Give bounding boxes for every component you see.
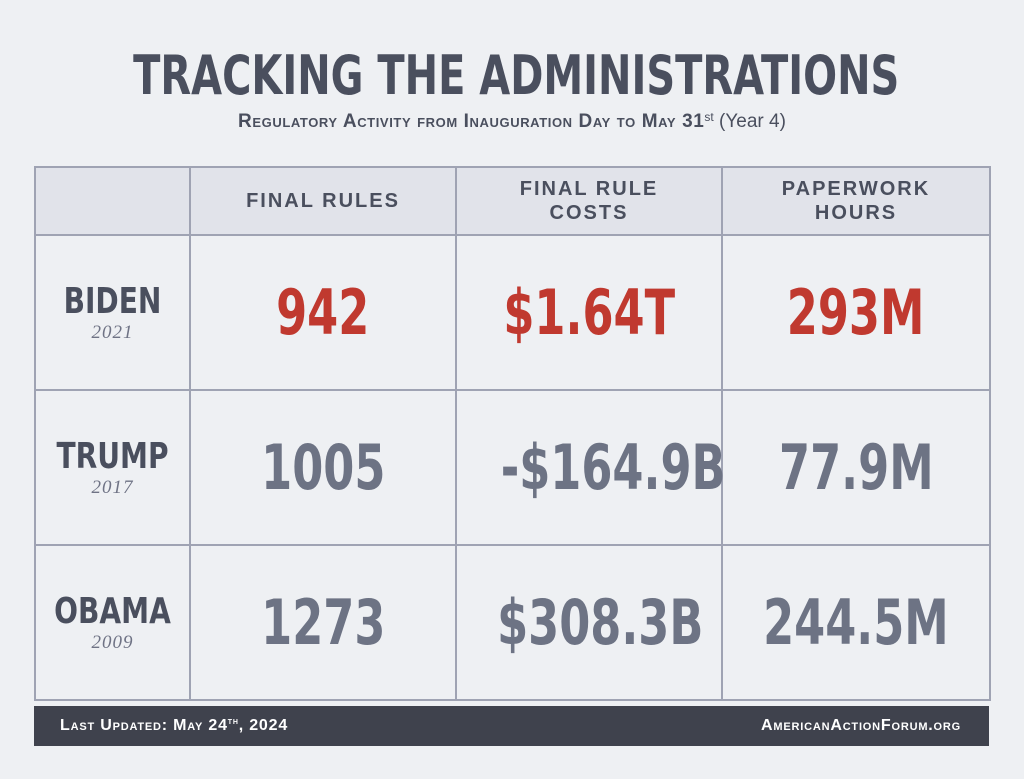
footer-bar: Last Updated: May 24th, 2024 AmericanAct… [34, 706, 989, 746]
value-label: 1273 [260, 585, 386, 659]
value-label: 244.5M [763, 585, 949, 659]
column-header-line: HOURS [814, 202, 898, 224]
administration-year: 2017 [91, 476, 134, 498]
table-row-obama: OBAMA 2009 1273 $308.3B 244.5M [34, 544, 991, 701]
value-cell-paperwork-hours: 293M [721, 234, 991, 391]
subtitle: Regulatory Activity from Inauguration Da… [0, 110, 1024, 134]
administration-year: 2009 [91, 631, 134, 653]
header-corner-cell [34, 166, 191, 236]
value-cell-final-rules: 942 [189, 234, 457, 391]
last-updated-prefix: Last Updated: May 24 [60, 717, 228, 734]
administration-name: BIDEN [63, 280, 162, 322]
administration-year: 2021 [91, 321, 134, 343]
value-label: $1.64T [503, 275, 675, 349]
value-cell-final-rule-costs: $308.3B [455, 544, 723, 701]
value-cell-final-rule-costs: $1.64T [455, 234, 723, 391]
subtitle-main: Regulatory Activity from Inauguration Da… [238, 111, 705, 132]
column-header-line: FINAL RULES [246, 190, 400, 212]
column-header-line: COSTS [549, 202, 629, 224]
row-label-cell: BIDEN 2021 [34, 234, 191, 391]
administration-name: OBAMA [54, 590, 171, 632]
column-header-final-rule-costs: FINAL RULE COSTS [455, 166, 723, 236]
value-label: -$164.9B [500, 430, 726, 504]
column-header-final-rules: FINAL RULES [189, 166, 457, 236]
table-row-trump: TRUMP 2017 1005 -$164.9B 77.9M [34, 389, 991, 546]
value-cell-final-rule-costs: -$164.9B [455, 389, 726, 546]
column-header-paperwork-hours: PAPERWORK HOURS [721, 166, 991, 236]
row-label-cell: TRUMP 2017 [34, 389, 191, 546]
value-cell-final-rules: 1005 [189, 389, 457, 546]
value-cell-final-rules: 1273 [189, 544, 457, 701]
value-cell-paperwork-hours: 244.5M [721, 544, 991, 701]
subtitle-superscript: st [704, 110, 714, 124]
table-header-row: FINAL RULES FINAL RULE COSTS PAPERWORK H… [34, 166, 991, 236]
source-site: AmericanActionForum.org [761, 717, 961, 734]
value-label: $308.3B [497, 585, 704, 659]
column-header-line: FINAL RULE [519, 178, 659, 200]
table-row-biden: BIDEN 2021 942 $1.64T 293M [34, 234, 991, 391]
regulatory-table: FINAL RULES FINAL RULE COSTS PAPERWORK H… [34, 166, 991, 701]
administration-name: TRUMP [56, 435, 169, 477]
last-updated: Last Updated: May 24th, 2024 [60, 706, 288, 746]
last-updated-suffix: , 2024 [238, 717, 289, 734]
subtitle-suffix: (Year 4) [719, 111, 786, 132]
value-label: 1005 [260, 430, 386, 504]
row-label-cell: OBAMA 2009 [34, 544, 191, 701]
value-label: 942 [276, 275, 370, 349]
page-title: TRACKING THE ADMINISTRATIONS [133, 44, 900, 107]
column-header-line: PAPERWORK [781, 178, 931, 200]
last-updated-superscript: th [227, 716, 239, 727]
value-label: 293M [787, 275, 925, 349]
value-cell-paperwork-hours: 77.9M [721, 389, 991, 546]
value-label: 77.9M [778, 430, 934, 504]
